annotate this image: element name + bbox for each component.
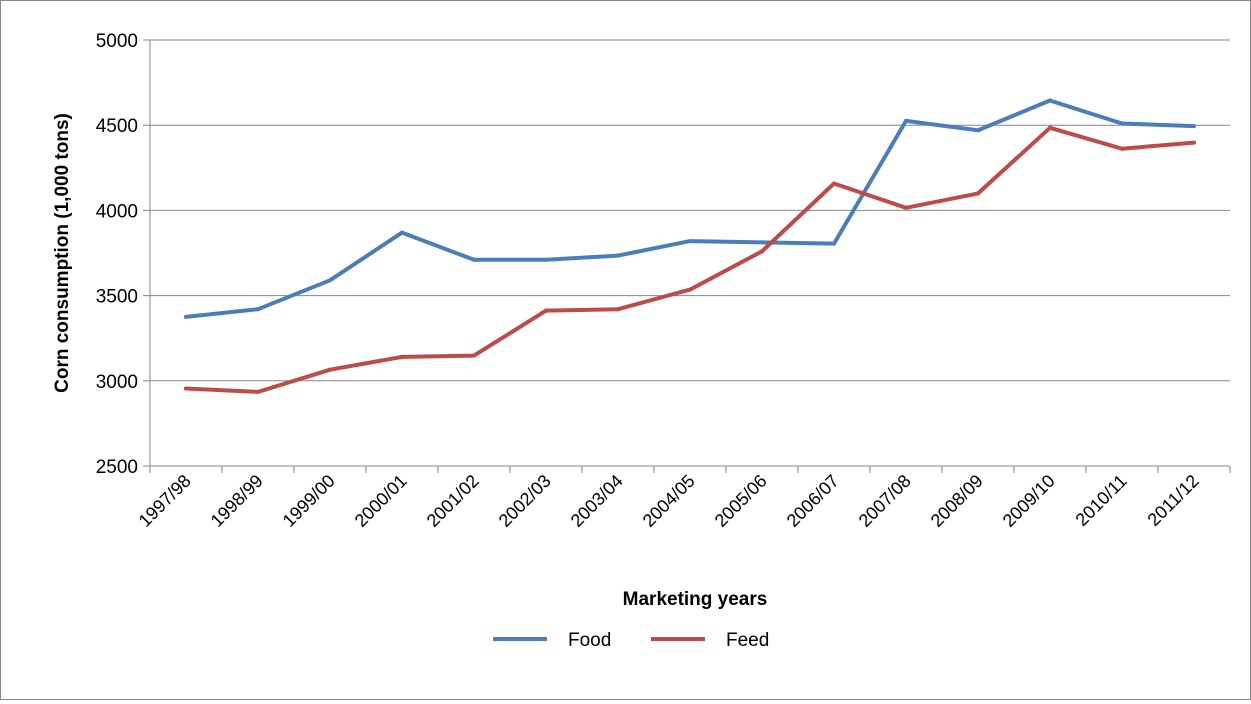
x-tick-label: 2010/11 (1072, 471, 1131, 530)
series-line-feed (184, 125, 1196, 394)
y-tick-label: 4000 (96, 201, 138, 222)
x-tick-label: 1998/99 (207, 471, 267, 531)
data-point-food (616, 253, 620, 258)
x-tick-label: 2009/10 (999, 471, 1059, 531)
axes (143, 39, 1231, 473)
data-point-food (256, 307, 260, 312)
y-tick-label: 2500 (96, 457, 138, 478)
data-point-food (400, 230, 404, 235)
x-tick-label: 2005/06 (711, 471, 771, 531)
y-tick-label: 3000 (96, 372, 138, 393)
data-point-food (1120, 121, 1124, 126)
x-tick-label: 2001/02 (423, 471, 483, 531)
data-point-feed (328, 367, 332, 372)
x-tick-label: 2000/01 (351, 471, 411, 531)
data-point-feed (472, 353, 476, 358)
data-point-feed (976, 191, 980, 196)
data-point-feed (1120, 146, 1124, 151)
x-tick-label: 2004/05 (639, 471, 699, 531)
data-point-food (760, 240, 764, 245)
x-tick-label: 2011/12 (1144, 471, 1203, 530)
y-tick-labels: 2500 3000 3500 4000 4500 5000 (96, 31, 138, 478)
x-tick-label: 1997/98 (135, 471, 195, 531)
data-point-feed (400, 354, 404, 359)
x-tick-label: 2006/07 (783, 471, 843, 531)
gridlines (150, 39, 1230, 467)
data-point-food (832, 241, 836, 246)
y-tick-label: 4500 (96, 116, 138, 137)
x-tick-label: 2007/08 (855, 471, 915, 531)
legend-label-food: Food (568, 630, 611, 651)
data-point-food (1048, 98, 1052, 103)
data-point-feed (544, 308, 548, 313)
data-point-food (1192, 124, 1196, 129)
data-point-feed (256, 389, 260, 394)
data-point-feed (688, 287, 692, 292)
data-point-food (688, 239, 692, 244)
x-tick-labels: 1997/98 1998/99 1999/00 2000/01 2001/02 2002/… (135, 471, 1203, 531)
data-point-feed (616, 307, 620, 312)
x-tick-label: 2008/09 (927, 471, 987, 531)
series-lines (184, 98, 1196, 394)
x-tick-label: 1999/00 (279, 471, 339, 531)
data-point-food (904, 118, 908, 123)
data-point-food (184, 314, 188, 319)
x-axis-title: Marketing years (623, 589, 768, 610)
data-point-feed (1048, 125, 1052, 130)
legend-label-feed: Feed (726, 630, 769, 651)
data-point-feed (832, 181, 836, 186)
data-point-food (328, 278, 332, 283)
data-point-food (976, 128, 980, 133)
y-axis-title: Corn consumption (1,000 tons) (52, 113, 73, 393)
data-point-feed (904, 205, 908, 210)
x-tick-label: 2002/03 (495, 471, 555, 531)
y-tick-label: 5000 (96, 31, 138, 52)
data-point-feed (760, 249, 764, 254)
data-point-food (472, 257, 476, 262)
y-tick-label: 3500 (96, 287, 138, 308)
data-point-feed (1192, 140, 1196, 145)
x-tick-label: 2003/04 (567, 471, 627, 531)
data-point-food (544, 257, 548, 262)
data-point-feed (184, 386, 188, 391)
legend: Food Feed (493, 630, 769, 651)
